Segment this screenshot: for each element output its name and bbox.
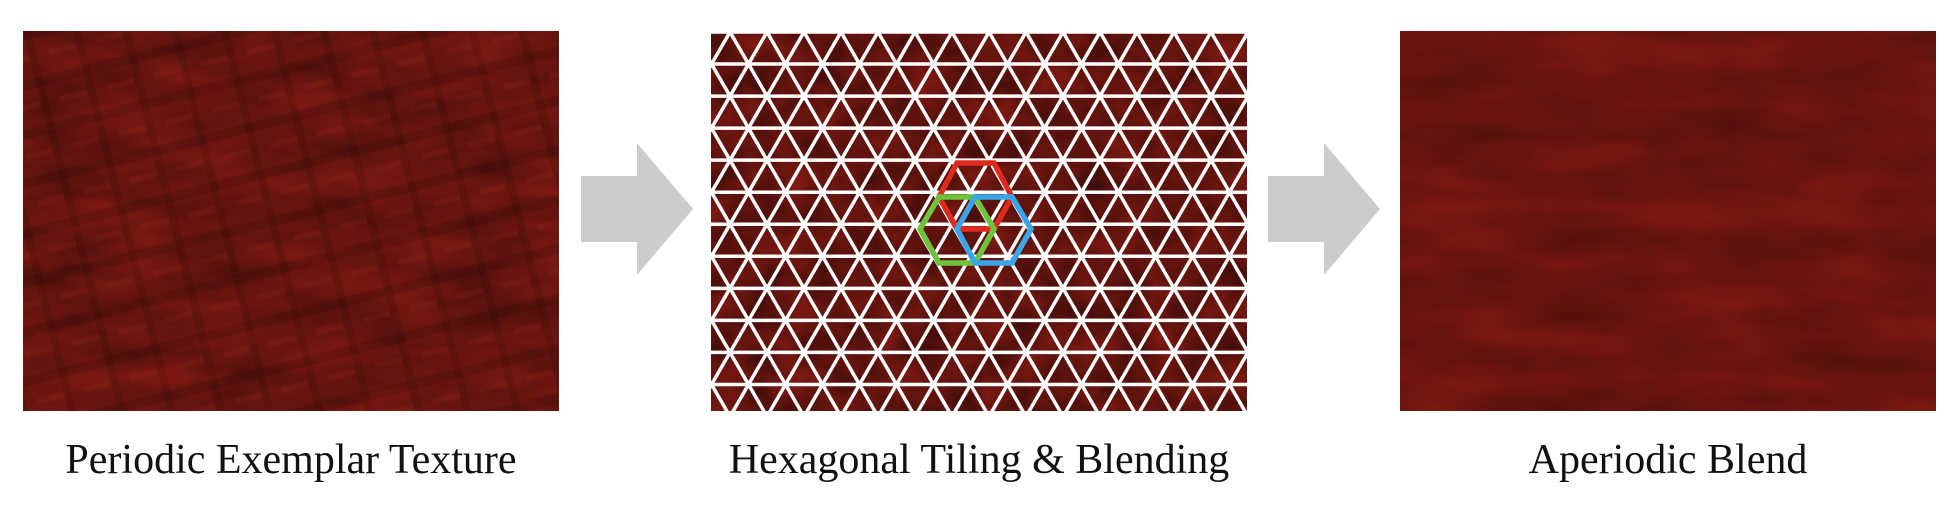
grid-line <box>731 31 954 411</box>
aperiodic-blend-image <box>1400 31 1936 411</box>
grid-line <box>1101 158 1247 411</box>
grid-line <box>805 31 1028 411</box>
caption-tiling: Hexagonal Tiling & Blending <box>728 437 1230 483</box>
grid-line <box>1027 31 1247 411</box>
grid-line <box>711 187 840 411</box>
grid-line <box>711 31 917 389</box>
grid-line <box>711 251 803 411</box>
grid-line <box>711 31 806 197</box>
grid-line <box>1138 222 1247 411</box>
grid-line <box>768 31 991 411</box>
exemplar-texture-image <box>23 31 559 411</box>
caption-result: Aperiodic Blend <box>1528 437 1808 483</box>
grid-line <box>711 316 766 411</box>
grid-line <box>1175 286 1247 411</box>
grid-line <box>711 31 843 261</box>
hexagon-blue-outline <box>953 194 1035 266</box>
flow-arrow-1 <box>581 143 693 275</box>
grid-line <box>711 31 880 325</box>
grid-line <box>711 123 877 411</box>
grid-line <box>711 31 769 133</box>
grid-line <box>953 31 1176 411</box>
grid-line <box>1064 94 1247 411</box>
hexagonal-tiling-image <box>711 31 1247 411</box>
grid-line <box>990 31 1213 411</box>
caption-exemplar: Periodic Exemplar Texture <box>65 437 517 483</box>
flow-arrow-2 <box>1268 143 1380 275</box>
